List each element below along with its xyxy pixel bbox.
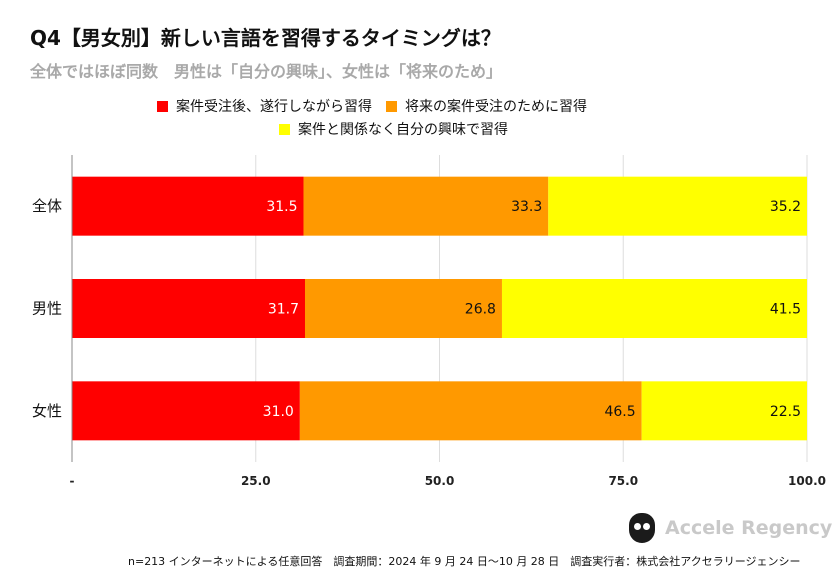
brand-logo: Accele Regency xyxy=(629,513,832,543)
x-tick-label: - xyxy=(70,474,75,488)
chart-title: Q4【男女別】新しい言語を習得するタイミングは？ xyxy=(30,26,501,50)
data-label: 35.2 xyxy=(770,199,801,215)
data-label: 26.8 xyxy=(465,302,496,318)
owl-icon xyxy=(629,513,655,543)
x-tick-label: 75.0 xyxy=(608,474,638,488)
bar-segment xyxy=(72,176,304,236)
chart-subtitle: 全体ではほぼ同数 男性は「自分の興味」、女性は「将来のため」 xyxy=(30,62,503,81)
data-label: 31.7 xyxy=(268,302,299,318)
legend-label: 案件と関係なく自分の興味で習得 xyxy=(298,122,508,138)
legend-swatch-orange xyxy=(386,100,397,112)
data-label: 33.3 xyxy=(511,199,542,215)
legend-swatch-red xyxy=(157,100,168,112)
data-label: 46.5 xyxy=(604,404,635,420)
data-label: 31.0 xyxy=(263,404,294,420)
x-tick-label: 25.0 xyxy=(241,474,271,488)
bar-segment xyxy=(641,381,807,441)
data-label: 31.5 xyxy=(266,199,297,215)
brand-name: Accele Regency xyxy=(665,517,833,539)
legend-row-1: 案件受注後、遂行しながら習得 将来の案件受注のために習得 xyxy=(157,96,601,116)
legend-swatch-yellow xyxy=(279,123,290,135)
legend-row-2: 案件と関係なく自分の興味で習得 xyxy=(279,119,522,139)
category-label: 女性 xyxy=(32,402,62,420)
bar-segment xyxy=(303,176,549,236)
x-tick-label: 50.0 xyxy=(425,474,455,488)
data-label: 41.5 xyxy=(770,302,801,318)
bar-segment xyxy=(548,176,807,236)
bar-segment xyxy=(501,279,807,338)
category-label: 全体 xyxy=(32,197,62,215)
legend-label: 将来の案件受注のために習得 xyxy=(405,99,587,115)
x-tick-label: 100.0 xyxy=(788,474,826,488)
legend-item-interest: 案件と関係なく自分の興味で習得 xyxy=(279,119,508,139)
legend-item-future: 将来の案件受注のために習得 xyxy=(386,96,587,116)
bar-segment xyxy=(299,381,642,441)
survey-footnote: n=213 インターネットによる任意回答 調査期間：2024 年 9 月 24 … xyxy=(128,555,801,568)
legend-label: 案件受注後、遂行しながら習得 xyxy=(176,99,372,115)
data-label: 22.5 xyxy=(770,404,801,420)
category-label: 男性 xyxy=(32,300,62,318)
bar-segment xyxy=(72,279,305,338)
legend-item-in-progress: 案件受注後、遂行しながら習得 xyxy=(157,96,372,116)
bar-segment xyxy=(72,381,300,441)
bar-segment xyxy=(304,279,502,338)
